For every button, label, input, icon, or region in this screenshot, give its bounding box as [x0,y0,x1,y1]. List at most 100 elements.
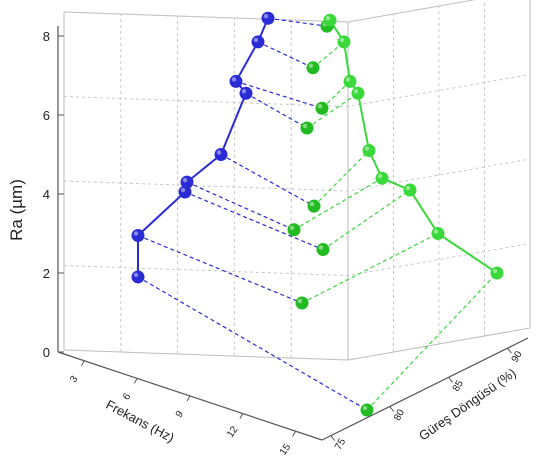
z-axis-title: Ra (µm) [7,179,26,241]
green-point [403,183,417,197]
green-projection-line [322,189,411,251]
x-tick-label: 15 [278,442,294,458]
blue-point [180,175,194,189]
green-projection-point-fill [295,296,309,310]
green-projection-point-highlight [289,225,295,230]
z-gridline [63,74,531,108]
x-tick [292,430,297,437]
blue-point [229,74,243,88]
green-projection-point-fill [316,243,330,257]
blue-projection-line [186,181,295,231]
green-point-fill [351,86,365,100]
z-tick-label: 2 [43,266,50,281]
y-axis-title: Güreş Döngüsü (%) [416,365,519,443]
blue-point [131,228,145,242]
green-point-fill [490,266,504,280]
blue-point-highlight [253,37,259,43]
blue-point-highlight [231,77,237,82]
z-tick-label: 4 [43,187,50,202]
y-tick [330,435,336,441]
x-tick [133,378,138,384]
chart-axes [57,26,529,441]
x-tick-label: 6 [121,391,133,402]
green-point [351,86,365,100]
blue-point-highlight [133,272,139,278]
x-tick [239,413,244,419]
blue-point-highlight [133,231,139,236]
chart-grid [63,0,531,358]
y-axis [321,337,529,441]
x-tick [186,395,191,402]
green-projection-line [366,272,498,411]
green-point-fill [323,13,337,27]
z-tick-label: 6 [43,108,50,123]
blue-point-highlight [241,89,247,94]
green-point-fill [403,183,417,197]
green-point-highlight [433,229,439,234]
green-projection-point-highlight [308,63,314,68]
blue-point [214,148,228,161]
x-axis-title: Frekans (Hz) [103,397,176,446]
green-point [337,35,351,49]
green-point-highlight [364,146,370,151]
green-projection-point [315,101,329,115]
green-point [343,74,357,88]
z-gridline [63,243,531,277]
blue-point-highlight [182,177,188,183]
x-tick-label: 9 [174,409,186,420]
green-projection-point [295,296,309,310]
green-projection-point-highlight [317,104,323,109]
green-projection-point [307,199,321,213]
blue-point-fill [214,148,228,161]
blue-point-fill [131,228,145,242]
blue-point [251,35,265,49]
z-tick-label: 8 [43,29,50,44]
green-point-highlight [353,89,359,94]
blue-point [131,270,145,284]
green-point-fill [375,171,389,185]
green-projection-line [293,177,383,231]
y-tick-label: 75 [333,436,348,452]
z-tick-label: 0 [43,345,50,360]
blue-point [239,86,253,100]
green-projection-point [360,403,374,417]
green-projection-point-fill [300,121,314,135]
green-projection-point-fill [360,403,374,417]
green-projection-point-fill [306,61,320,75]
blue-point-highlight [180,187,186,193]
green-projection-point-highlight [309,201,315,207]
x-tick-label: 12 [225,424,241,440]
y-tick-label: 85 [451,378,466,394]
green-projection-point-highlight [302,123,308,129]
green-point-highlight [325,16,331,21]
z-gridline [63,0,477,23]
green-point-fill [343,74,357,88]
green-point-highlight [405,185,411,191]
blue-projection-line [235,80,323,109]
data-points [131,11,504,417]
green-projection-point [287,223,301,237]
z-gridline [63,158,531,192]
tick-labels: 0 2 4 6 8 3 6 9 12 15 75 80 85 90 [43,29,525,457]
green-projection-point-highlight [297,298,303,304]
green-point [375,171,389,185]
projection-lines [137,17,498,411]
green-point-highlight [492,268,498,274]
green-projection-point-fill [315,101,329,115]
y-tick-label: 80 [392,407,407,423]
blue-point [178,185,192,199]
y-tick [389,406,395,412]
green-point-fill [337,35,351,49]
blue-point-fill [251,35,265,49]
green-point-highlight [339,37,345,43]
blue-point-fill [239,86,253,100]
blue-projection-line [137,276,368,411]
green-projection-line [313,150,370,207]
blue-point-highlight [216,150,222,155]
y-tick [507,347,512,354]
green-projection-point-fill [287,223,301,237]
green-projection-point-fill [307,199,321,213]
blue-point-fill [180,175,194,189]
